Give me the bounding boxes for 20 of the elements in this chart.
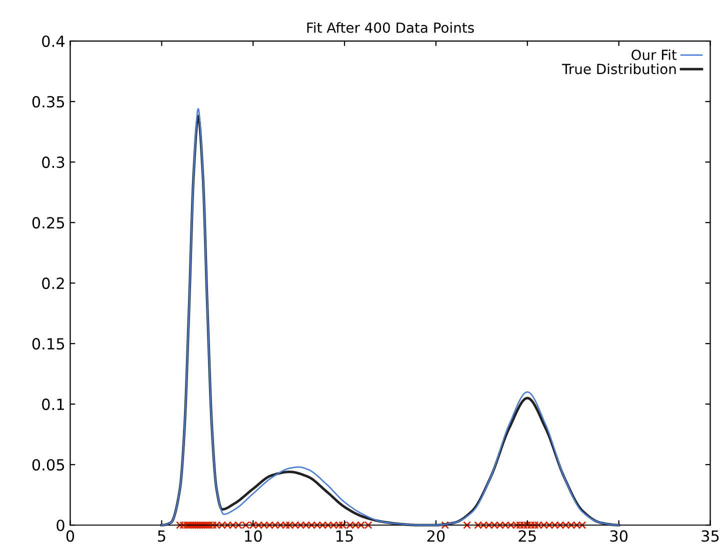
y-tick-label: 0.3 xyxy=(42,156,64,168)
y-tick-label: 0.2 xyxy=(42,278,64,290)
x-tick-label: 10 xyxy=(245,530,262,542)
y-tick-label: 0.15 xyxy=(32,338,64,350)
y-tick-label: 0 xyxy=(56,520,64,532)
y-tick-label: 0.4 xyxy=(42,35,65,48)
y-tick-label: 0.35 xyxy=(32,96,64,108)
legend-label: Our Fit xyxy=(632,49,677,60)
x-tick-label: 30 xyxy=(610,530,628,542)
x-tick-label: 20 xyxy=(427,530,445,542)
y-tick-label: 0.25 xyxy=(32,217,64,229)
y-tick-label: 0.05 xyxy=(32,459,64,471)
x-tick-label: 5 xyxy=(158,530,166,542)
y-tick-label: 0.1 xyxy=(42,398,64,410)
x-tick-label: 35 xyxy=(702,530,719,542)
x-tick-label: 15 xyxy=(336,530,353,542)
legend-label: True Distribution xyxy=(562,63,676,74)
x-tick-label: 25 xyxy=(518,530,536,542)
x-tick-label: 0 xyxy=(66,530,74,542)
chart-title: Fit After 400 Data Points xyxy=(307,22,474,33)
